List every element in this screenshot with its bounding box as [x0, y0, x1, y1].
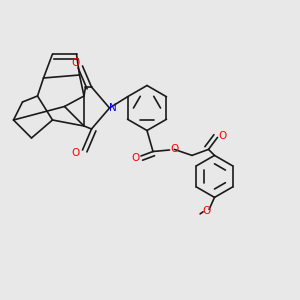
Text: O: O — [72, 58, 80, 68]
Text: O: O — [72, 148, 80, 158]
Text: O: O — [202, 206, 210, 216]
Text: N: N — [109, 103, 116, 113]
Text: O: O — [171, 143, 179, 154]
Text: O: O — [219, 131, 227, 141]
Text: O: O — [131, 152, 139, 163]
